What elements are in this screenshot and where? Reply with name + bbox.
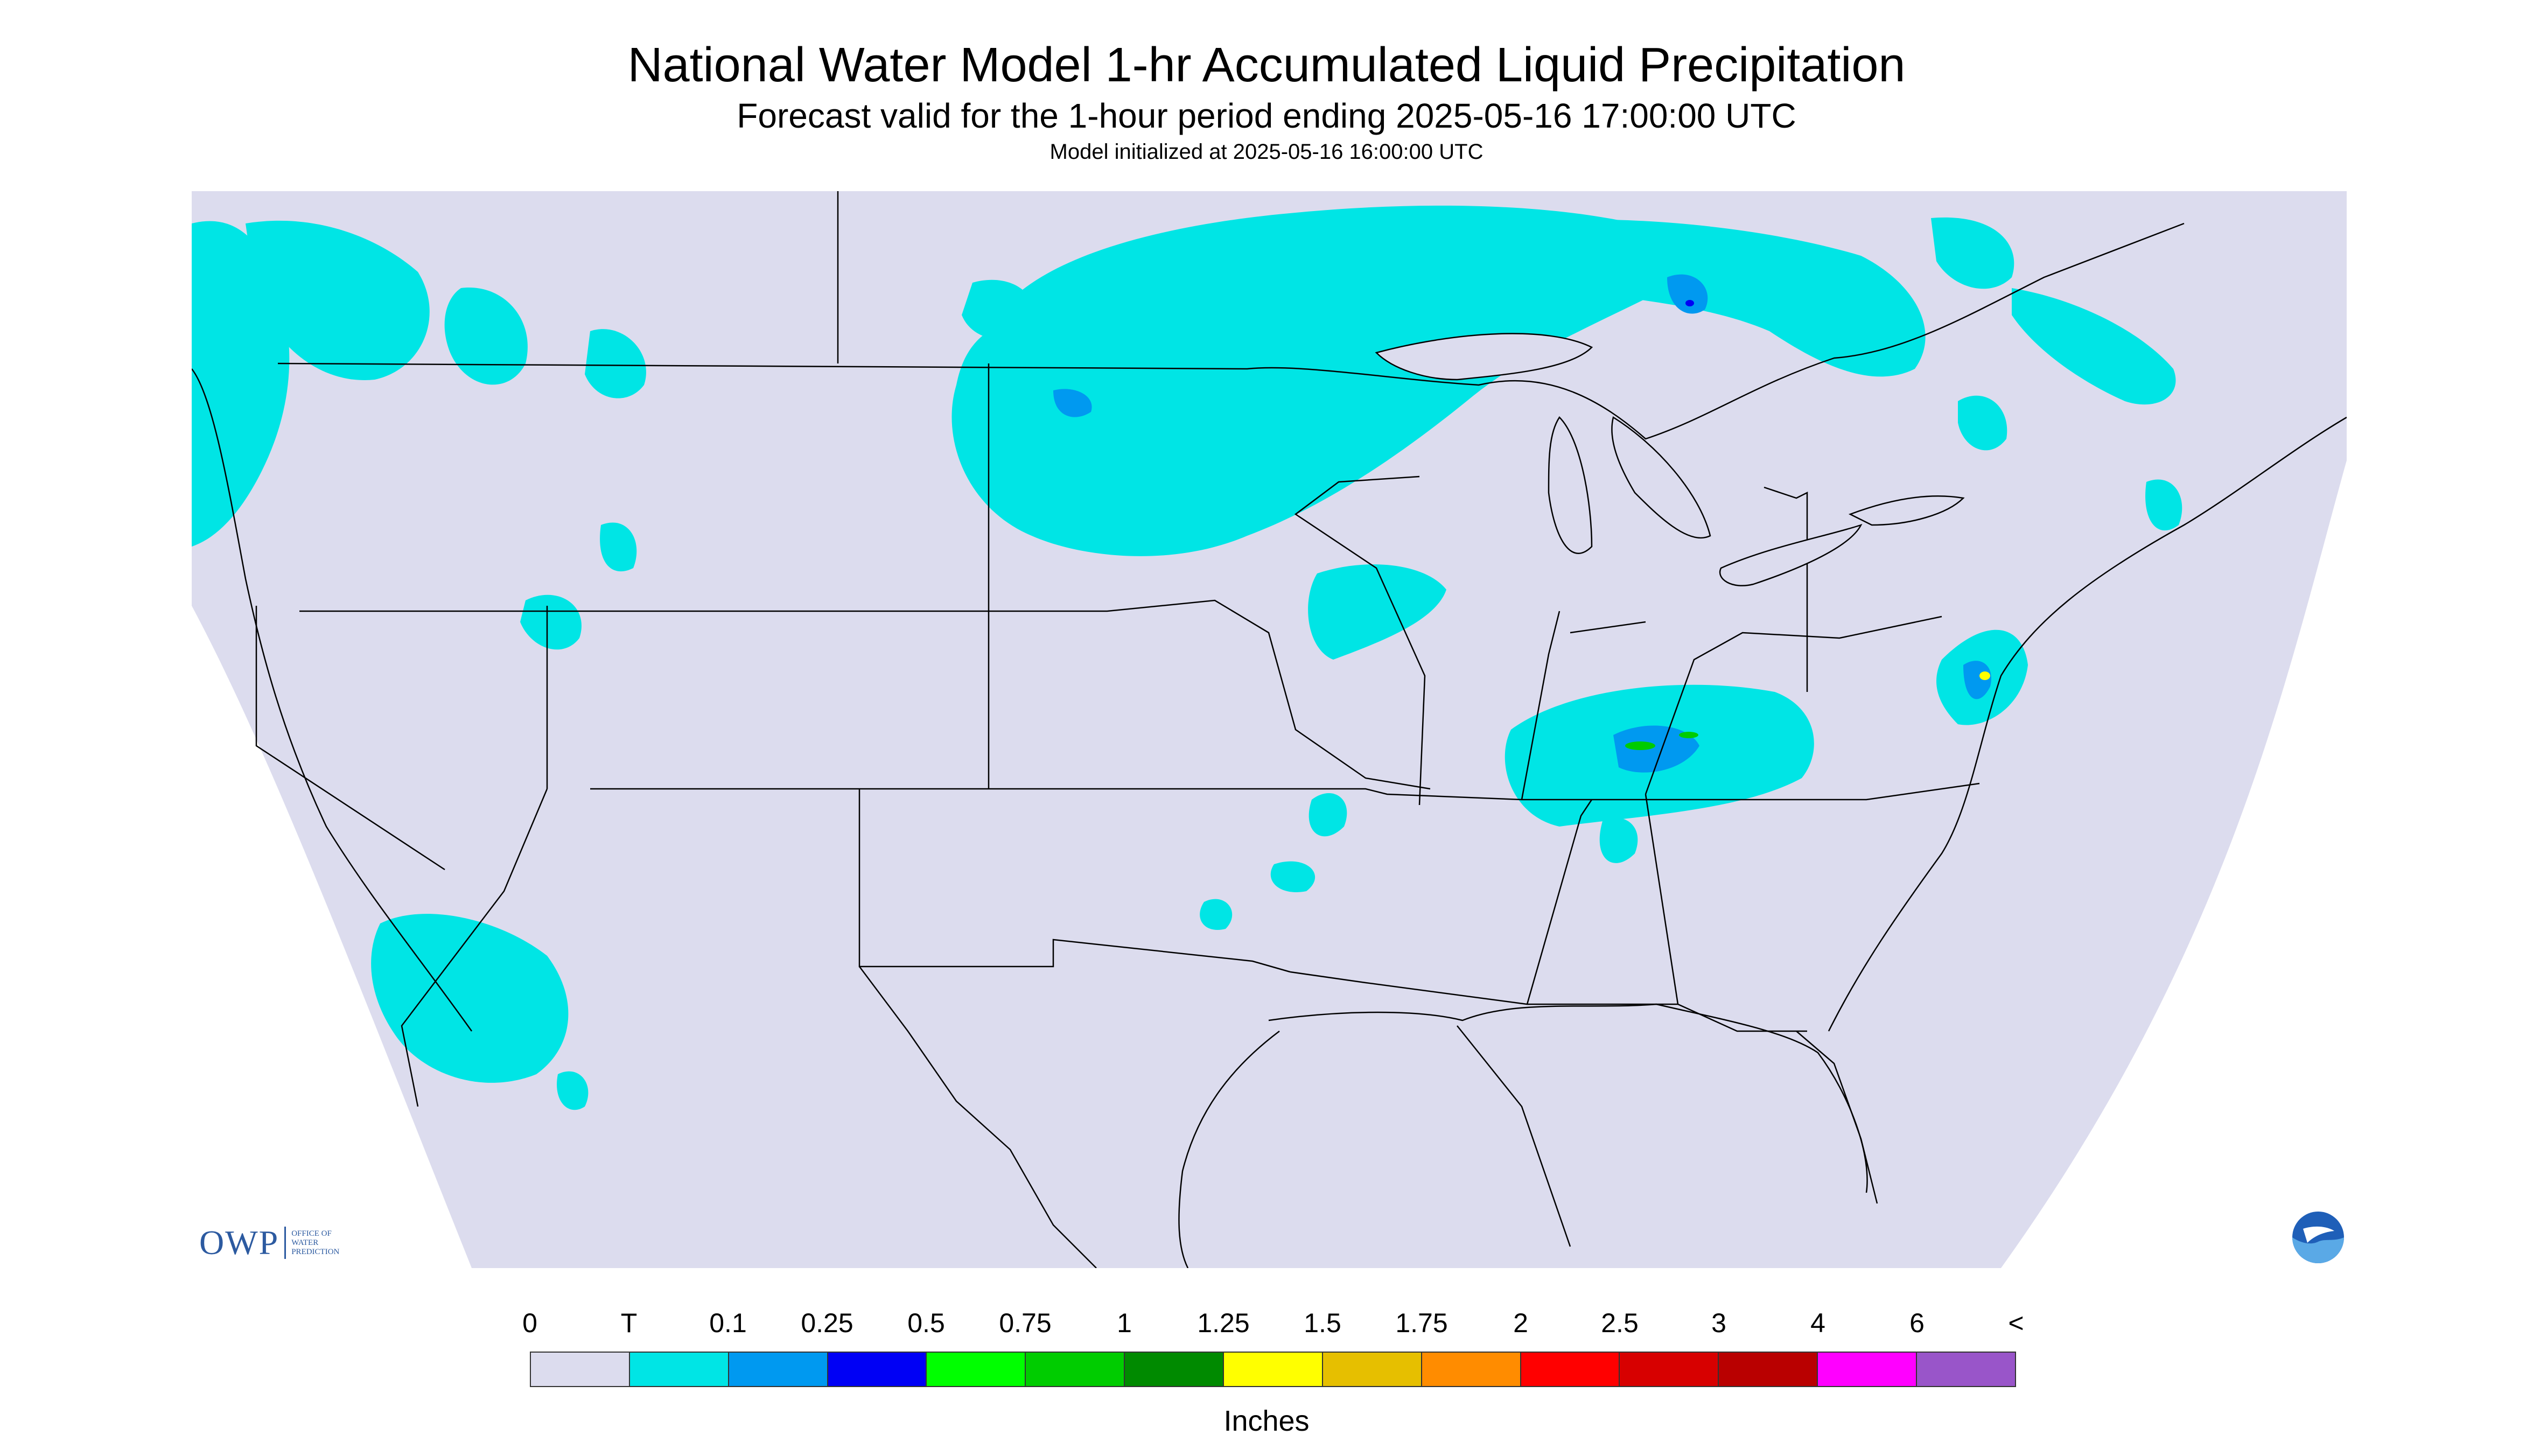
- legend-tick-label: 6: [1909, 1308, 1925, 1338]
- legend-swatch: [1917, 1353, 2015, 1386]
- precip-heavy-cells: [1625, 300, 1990, 750]
- legend-tick-label: T: [620, 1308, 638, 1338]
- legend-swatch: [629, 1353, 729, 1386]
- owp-logo-letters: OWP: [199, 1223, 279, 1262]
- legend-swatch: [1521, 1353, 1620, 1386]
- owp-logo-divider: [284, 1227, 286, 1259]
- legend-tick-label: 1.75: [1395, 1308, 1448, 1338]
- legend-tick-label: 0: [522, 1308, 537, 1338]
- precip-moderate-areas: [1053, 274, 1991, 773]
- legend-tick-label: <: [2008, 1308, 2024, 1338]
- great-lakes: [1375, 333, 1965, 586]
- legend-tick-label: 2.5: [1601, 1308, 1639, 1338]
- legend-swatch: [1125, 1353, 1224, 1386]
- legend-tick-label: 0.1: [709, 1308, 747, 1338]
- model-init-label: Model initialized at 2025-05-16 16:00:00…: [1049, 140, 1484, 164]
- legend-tick-label: 1.25: [1197, 1308, 1250, 1338]
- legend-swatch: [1719, 1353, 1818, 1386]
- legend-units-label: Inches: [1223, 1405, 1310, 1437]
- legend-tick-label: 0.25: [801, 1308, 853, 1338]
- legend-swatch: [927, 1353, 1026, 1386]
- legend-tick-label: 0.75: [999, 1308, 1052, 1338]
- noaa-logo: [2292, 1212, 2344, 1263]
- model-domain: [192, 191, 2347, 1268]
- legend-tick-label: 0.5: [907, 1308, 945, 1338]
- legend-swatch: [1323, 1353, 1422, 1386]
- map-subtitle: Forecast valid for the 1-hour period end…: [737, 96, 1796, 135]
- legend-swatch: [1818, 1353, 1918, 1386]
- legend-swatch: [1620, 1353, 1719, 1386]
- legend-swatch: [828, 1353, 927, 1386]
- owp-logo: OWP OFFICE OF WATER PREDICTION: [199, 1223, 339, 1262]
- map-title: National Water Model 1-hr Accumulated Li…: [627, 38, 1906, 92]
- legend-swatch: [531, 1353, 630, 1386]
- owp-logo-subtitle: OFFICE OF WATER PREDICTION: [291, 1229, 340, 1256]
- legend-tick-label: 2: [1513, 1308, 1528, 1338]
- legend-tick-label: 1: [1117, 1308, 1132, 1338]
- state-country-boundaries: [255, 191, 2185, 1268]
- legend-swatch: [729, 1353, 828, 1386]
- precipitation-map: [192, 191, 2347, 1268]
- coastline: [192, 368, 2347, 1268]
- legend-tick-label: 4: [1810, 1308, 1825, 1338]
- legend-swatch: [1422, 1353, 1521, 1386]
- color-legend: [530, 1352, 2016, 1387]
- legend-swatch: [1224, 1353, 1323, 1386]
- legend-swatch: [1026, 1353, 1125, 1386]
- legend-tick-label: 1.5: [1304, 1308, 1341, 1338]
- legend-tick-label: 3: [1711, 1308, 1726, 1338]
